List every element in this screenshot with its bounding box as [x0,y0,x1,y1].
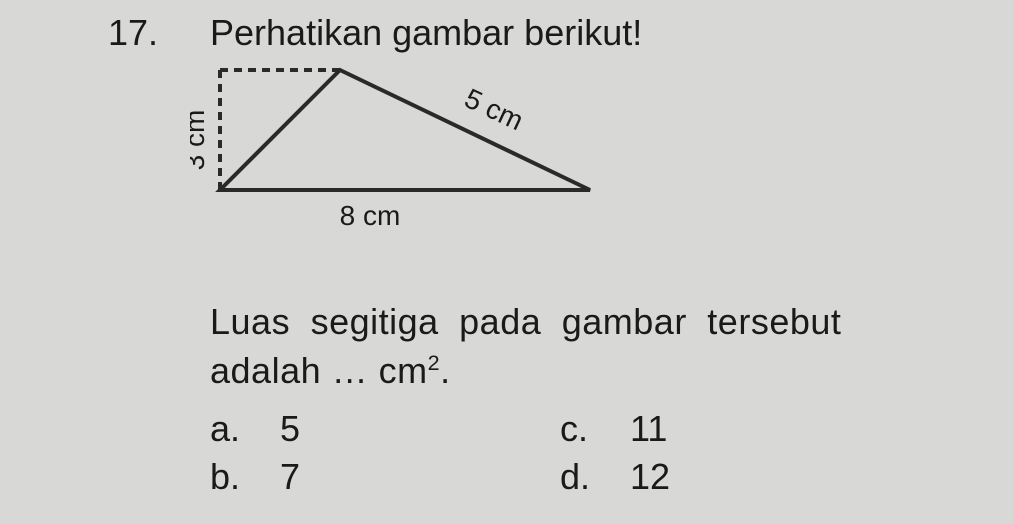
choice-c: c. 11 [560,408,910,450]
choice-d-value: 12 [630,456,910,498]
choice-row-2: b. 7 d. 12 [210,456,910,498]
question-page: 17. Perhatikan gambar berikut! 3 cm 8 cm… [0,0,1013,524]
hyp-label: 5 cm [460,83,528,137]
choice-a-letter: a. [210,408,280,450]
choice-b-letter: b. [210,456,280,498]
answer-choices: a. 5 c. 11 b. 7 d. 12 [210,408,910,504]
choice-c-value: 11 [630,408,910,450]
choice-row-1: a. 5 c. 11 [210,408,910,450]
question-title: Perhatikan gambar berikut! [210,12,642,54]
choice-a: a. 5 [210,408,560,450]
prompt-superscript: 2 [428,350,441,375]
prompt-suffix: . [440,350,451,391]
choice-c-letter: c. [560,408,630,450]
question-number: 17. [108,12,158,54]
triangle-shape [220,70,590,190]
choice-d: d. 12 [560,456,910,498]
triangle-figure: 3 cm 8 cm 5 cm [190,60,630,240]
triangle-svg: 3 cm 8 cm 5 cm [190,60,630,240]
base-label: 8 cm [340,200,401,231]
prompt-line-2: adalah … cm2. [210,347,963,396]
choice-b: b. 7 [210,456,560,498]
choice-d-letter: d. [560,456,630,498]
question-prompt: Luas segitiga pada gambar tersebut adala… [210,298,963,395]
height-label: 3 cm [190,110,210,171]
prompt-line-1: Luas segitiga pada gambar tersebut [210,298,963,347]
choice-a-value: 5 [280,408,560,450]
choice-b-value: 7 [280,456,560,498]
prompt-prefix: adalah … cm [210,350,428,391]
